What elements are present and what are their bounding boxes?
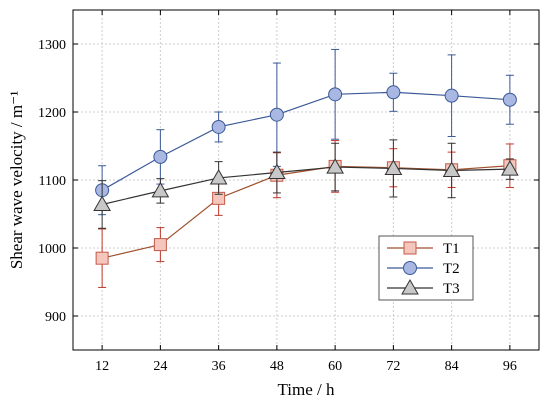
y-tick-label: 1200 — [38, 106, 66, 121]
data-point — [326, 158, 344, 174]
x-tick-label: 36 — [212, 359, 226, 374]
legend-label: T3 — [443, 281, 460, 297]
series-line — [101, 91, 510, 191]
legend-marker — [403, 261, 417, 275]
x-tick-label: 48 — [270, 359, 284, 374]
ticks: 12 24 36 48 60 72 84 96 900 1000 1100 1200 1300 — [38, 10, 539, 374]
series-line — [101, 166, 510, 206]
legend-item-t1: T1 — [387, 241, 460, 257]
y-tick-label: 1100 — [39, 174, 66, 189]
data-point — [328, 87, 343, 102]
legend-item-t2: T2 — [387, 261, 460, 277]
data-point — [501, 160, 519, 176]
x-tick-label: 24 — [153, 359, 167, 374]
data-point — [153, 149, 168, 164]
y-tick-label: 1300 — [38, 38, 66, 53]
y-tick-label: 900 — [45, 310, 66, 325]
series-line — [101, 165, 510, 259]
data-point — [268, 163, 286, 180]
x-tick-label: 72 — [386, 359, 400, 374]
series-t3 — [93, 139, 519, 229]
y-tick-label: 1000 — [38, 242, 66, 257]
data-point — [151, 181, 170, 198]
data-point — [502, 92, 517, 107]
data-point — [384, 159, 403, 175]
legend-item-t3: T3 — [387, 278, 460, 297]
x-tick-label: 84 — [445, 359, 459, 374]
data-point — [269, 107, 284, 122]
legend-marker — [403, 241, 417, 255]
data-point — [442, 161, 461, 177]
legend: T1 T2 T3 — [378, 235, 474, 301]
x-axis-title: Time / h — [277, 380, 335, 399]
data-point — [444, 88, 459, 103]
legend-marker — [401, 278, 419, 295]
data-point — [95, 251, 109, 265]
data-point — [209, 168, 228, 185]
data-point — [211, 119, 226, 134]
data-point — [153, 238, 167, 252]
y-axis-title: Shear wave velocity / m⁻¹ — [7, 91, 26, 269]
x-tick-label: 96 — [503, 359, 517, 374]
series-layer — [93, 48, 519, 288]
data-point — [386, 85, 401, 100]
x-tick-label: 12 — [95, 359, 109, 374]
legend-label: T1 — [443, 241, 460, 257]
x-tick-label: 60 — [328, 359, 342, 374]
data-point — [93, 195, 111, 211]
legend-label: T2 — [443, 261, 460, 277]
